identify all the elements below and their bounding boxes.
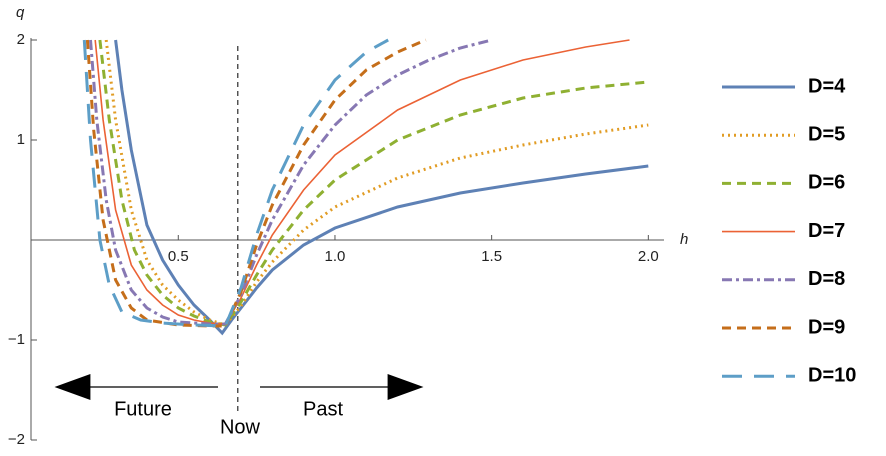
annotation: Past <box>303 398 343 420</box>
legend-label: D=4 <box>808 75 846 97</box>
y-tick-label: −1 <box>8 331 25 348</box>
series-line <box>94 39 630 325</box>
y-axis-label: q <box>16 4 25 21</box>
series-line <box>98 39 649 327</box>
legend-label: D=8 <box>808 268 845 290</box>
series-line <box>114 39 649 336</box>
x-tick-label: 2.0 <box>638 248 659 265</box>
legend-label: D=6 <box>808 172 845 194</box>
x-tick-label: 1.0 <box>325 248 346 265</box>
legend-label: D=5 <box>808 123 845 145</box>
y-tick-label: −2 <box>8 431 25 448</box>
y-tick-label: 1 <box>17 131 25 148</box>
legend-label: D=7 <box>808 220 845 242</box>
annotation: Future <box>114 398 172 420</box>
series-line <box>89 38 492 326</box>
legend-label: D=10 <box>808 364 856 386</box>
series-line <box>104 39 649 327</box>
x-tick-label: 1.5 <box>481 248 502 265</box>
legend-label: D=9 <box>808 316 845 338</box>
series-line <box>82 38 389 328</box>
y-tick-label: 2 <box>17 31 25 48</box>
annotation: Now <box>220 416 261 438</box>
x-axis-label: h <box>680 231 688 248</box>
x-tick-label: 0.5 <box>168 248 189 265</box>
